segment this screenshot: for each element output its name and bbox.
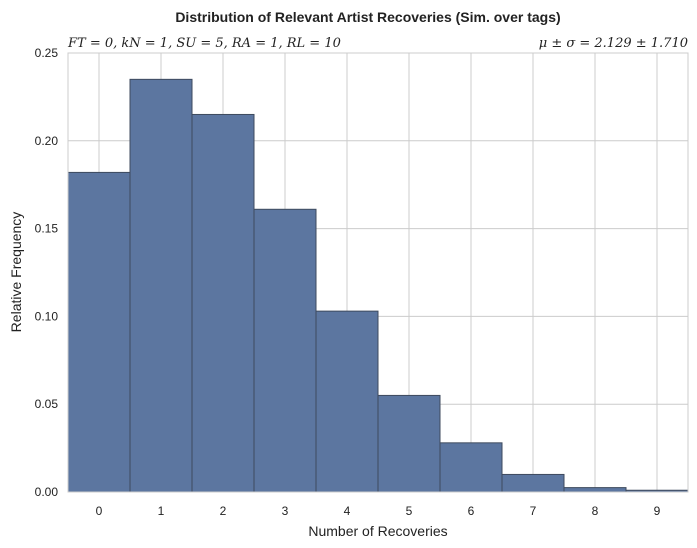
x-tick-label: 4 xyxy=(344,504,351,518)
x-tick-label: 2 xyxy=(220,504,227,518)
bar-8 xyxy=(563,487,627,493)
y-tick-label: 0.05 xyxy=(35,397,59,411)
x-axis-label: Number of Recoveries xyxy=(308,523,447,539)
y-tick-label: 0.25 xyxy=(35,46,59,60)
y-tick-labels: 0.00 0.05 0.10 0.15 0.20 0.25 xyxy=(35,46,59,499)
x-tick-label: 3 xyxy=(282,504,289,518)
x-tick-labels: 0 1 2 3 4 5 6 7 8 9 xyxy=(96,504,661,518)
bar-7 xyxy=(501,473,565,493)
bar-2 xyxy=(191,113,255,493)
x-tick-label: 1 xyxy=(158,504,165,518)
x-tick-label: 8 xyxy=(592,504,599,518)
bar-1 xyxy=(129,78,193,493)
bar-3 xyxy=(253,208,317,493)
bar-6 xyxy=(439,442,503,493)
plot-frame xyxy=(67,52,689,493)
chart-title: Distribution of Relevant Artist Recoveri… xyxy=(175,9,560,25)
bars xyxy=(67,78,689,493)
x-tick-label: 6 xyxy=(468,504,475,518)
bar-0 xyxy=(67,171,131,493)
x-tick-label: 5 xyxy=(406,504,413,518)
bar-4 xyxy=(315,310,379,493)
x-tick-label: 0 xyxy=(96,504,103,518)
bar-5 xyxy=(377,394,441,493)
y-tick-label: 0.15 xyxy=(35,222,59,236)
y-axis-label: Relative Frequency xyxy=(8,212,24,333)
x-tick-label: 9 xyxy=(654,504,661,518)
y-tick-label: 0.10 xyxy=(35,309,59,323)
x-tick-label: 7 xyxy=(530,504,537,518)
chart-subtitle-right: μ ± σ = 2.129 ± 1.710 xyxy=(539,36,688,51)
y-tick-label: 0.20 xyxy=(35,134,59,148)
chart-subtitle-left: FT = 0, kN = 1, SU = 5, RA = 1, RL = 10 xyxy=(67,36,341,51)
y-tick-label: 0.00 xyxy=(35,485,59,499)
